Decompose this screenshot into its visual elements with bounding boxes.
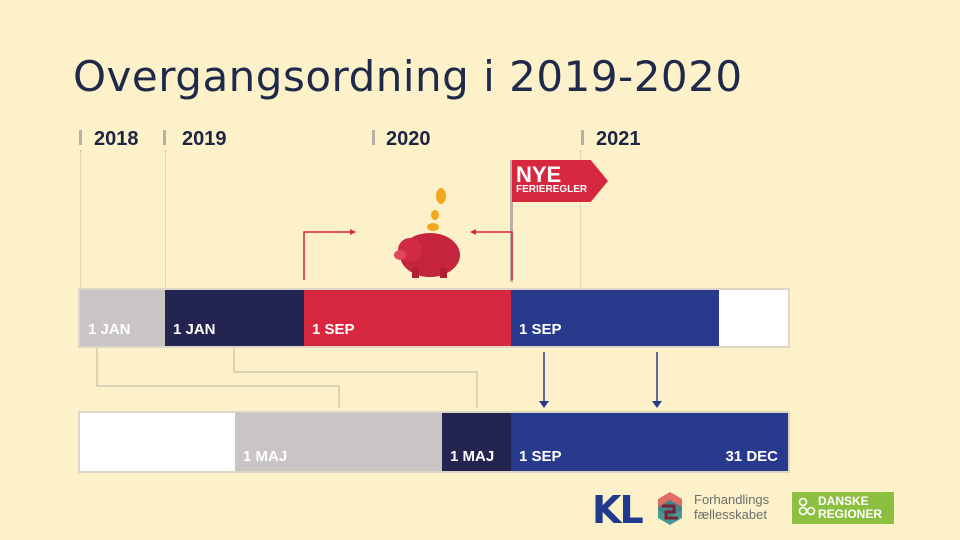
regions-emblem-icon — [798, 497, 816, 516]
date-label: 1 MAJ — [450, 448, 495, 465]
top-seg-2018: 1 JAN — [80, 290, 165, 346]
top-bar-border — [78, 288, 790, 348]
date-label: 1 SEP — [519, 321, 562, 338]
top-seg-2019: 1 JAN — [165, 290, 304, 346]
year-tick-2020 — [372, 130, 375, 145]
logo-text: REGIONER — [818, 507, 883, 521]
year-tick-2018 — [79, 130, 82, 145]
year-label-2018: 2018 — [94, 128, 139, 150]
date-label: 1 JAN — [173, 321, 216, 338]
piggy-snout — [394, 250, 406, 260]
year-label-2021: 2021 — [596, 128, 641, 150]
forhandlingsfaellesskabet-emblem-icon — [658, 492, 682, 525]
date-label: 1 JAN — [88, 321, 131, 338]
page-title: Overgangsordning i 2019-2020 — [73, 52, 743, 101]
logo-text: fællesskabet — [694, 507, 767, 522]
bottom-seg-new-use-1: 1 SEP — [511, 413, 581, 471]
danske-regioner-logo: DANSKE REGIONER — [792, 492, 894, 524]
bottom-seg-accrual: 1 MAJ — [235, 413, 442, 471]
forhandlingsfaellesskabet-logo: Forhandlings fællesskabet — [694, 492, 769, 522]
bottom-seg-empty-1 — [80, 413, 165, 471]
top-seg-transition: 1 SEP — [304, 290, 511, 346]
logo-text: DANSKE — [818, 494, 869, 508]
year-label-2020: 2020 — [386, 128, 431, 150]
top-seg-empty — [719, 290, 788, 346]
bottom-seg-empty-2 — [165, 413, 235, 471]
new-rules-flag: NYE FERIEREGLER — [512, 160, 608, 202]
coin-icon — [436, 188, 446, 204]
guide-line — [580, 150, 581, 288]
bottom-seg-old-use: 1 MAJ — [442, 413, 511, 471]
flag-pole — [510, 160, 513, 282]
date-label: 31 DEC — [725, 448, 778, 465]
flag-title: NYE — [516, 162, 562, 187]
date-label: 1 MAJ — [243, 448, 288, 465]
guide-line — [80, 150, 81, 288]
bottom-seg-new-use-2: 31 DEC — [581, 413, 788, 471]
year-tick-2021 — [581, 130, 584, 145]
logo-text: Forhandlings — [694, 492, 770, 507]
kl-logo: KL — [592, 488, 644, 532]
coin-icon — [431, 210, 439, 220]
flag-subtitle: FERIEREGLER — [516, 184, 588, 195]
connector-lines — [96, 348, 662, 408]
piggy-bank-illustration — [303, 188, 513, 280]
coin-icon — [427, 223, 439, 231]
guide-line — [165, 150, 166, 288]
date-label: 1 SEP — [519, 448, 562, 465]
bottom-bar-border — [78, 411, 790, 473]
date-label: 1 SEP — [312, 321, 355, 338]
year-label-2019: 2019 — [182, 128, 227, 150]
year-tick-2019 — [163, 130, 166, 145]
top-seg-new-rules: 1 SEP — [511, 290, 719, 346]
